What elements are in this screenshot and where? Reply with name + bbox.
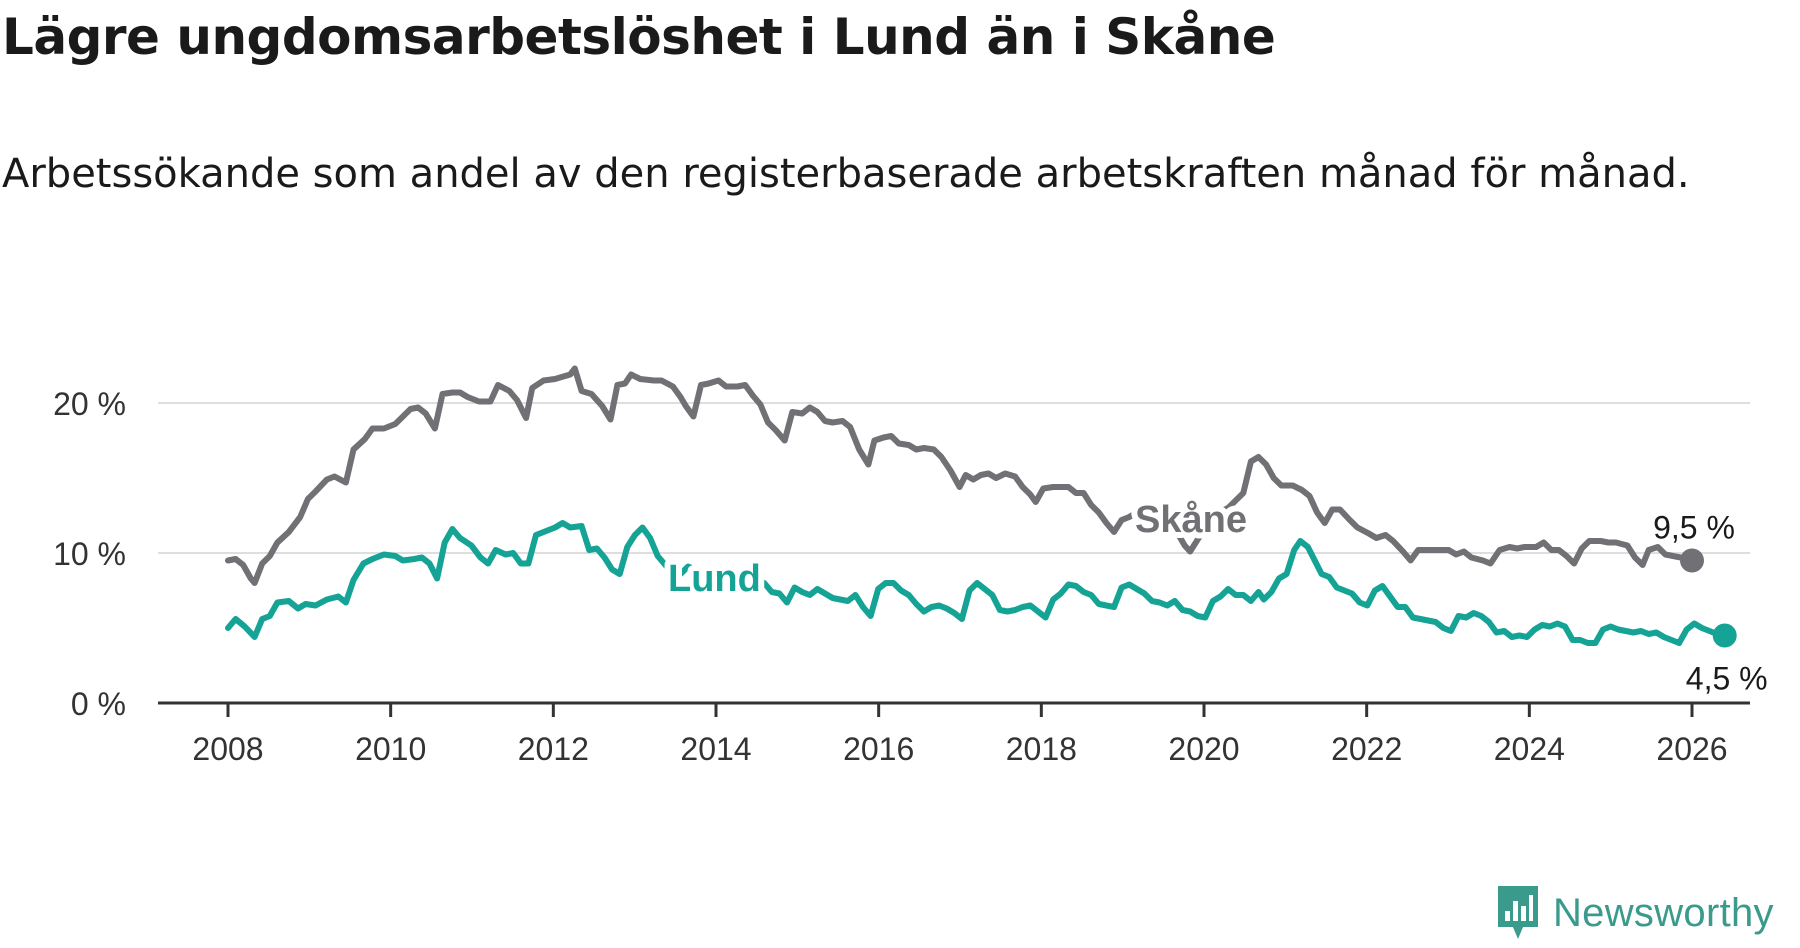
x-tick-label: 2008	[192, 731, 263, 767]
newsworthy-bar-chart-icon	[1498, 886, 1538, 939]
y-tick-label: 10 %	[53, 536, 126, 572]
series-label-lund: Lund	[668, 558, 761, 600]
y-tick-label: 20 %	[53, 386, 126, 422]
y-tick-label: 0 %	[71, 686, 126, 722]
series-layer	[225, 365, 1737, 648]
x-tick-label: 2020	[1168, 731, 1239, 767]
label-layer: 0 % 10 % 20 % 2008 2010 2012 2014 2016 2018 2020 2…	[53, 386, 1768, 767]
end-point-lund	[1712, 623, 1737, 648]
series-line-skne	[225, 365, 1695, 586]
x-tick-label: 2012	[518, 731, 589, 767]
newsworthy-wordmark: Newsworthy	[1553, 890, 1774, 935]
x-tick-label: 2018	[1006, 731, 1077, 767]
chart-title: Lägre ungdomsarbetslöshet i Lund än i Sk…	[2, 8, 1276, 66]
grid-layer	[158, 402, 1750, 554]
x-tick-label: 2022	[1331, 731, 1402, 767]
end-value-label-lund: 4,5 %	[1686, 661, 1768, 697]
axis-layer	[158, 701, 1750, 717]
x-tick-label: 2024	[1494, 731, 1565, 767]
chart-subtitle: Arbetssökande som andel av den registerb…	[2, 151, 1690, 197]
x-tick-label: 2016	[843, 731, 914, 767]
end-value-label-skane: 9,5 %	[1653, 510, 1735, 546]
end-point-skne	[1680, 548, 1704, 573]
newsworthy-logo: Newsworthy	[1495, 883, 1774, 943]
series-label-skane: Skåne	[1135, 499, 1247, 541]
series-line-lund	[225, 520, 1728, 646]
x-tick-label: 2026	[1656, 731, 1727, 767]
x-tick-label: 2010	[355, 731, 426, 767]
x-tick-label: 2014	[680, 731, 751, 767]
